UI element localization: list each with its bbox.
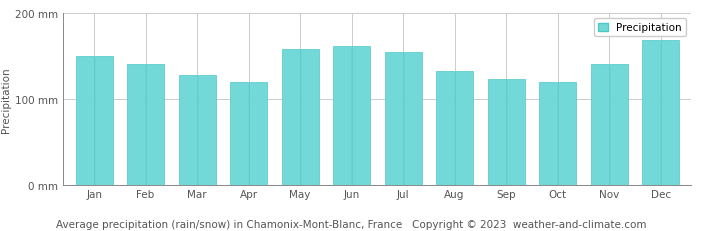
Bar (642, 41, 660, 185)
Bar (95, 57, 112, 185)
Bar (661, 41, 679, 185)
Bar (590, 65, 609, 185)
Bar (127, 65, 145, 185)
Bar (146, 65, 164, 185)
Bar (282, 50, 300, 185)
Bar (178, 75, 197, 185)
Bar (230, 82, 248, 185)
Bar (385, 52, 402, 185)
Bar (539, 82, 557, 185)
Bar (76, 57, 93, 185)
Bar (436, 72, 454, 185)
Bar (507, 80, 524, 185)
Y-axis label: Precipitation: Precipitation (1, 67, 11, 132)
Bar (404, 52, 422, 185)
Bar (352, 46, 370, 185)
Text: Average precipitation (rain/snow) in Chamonix-Mont-Blanc, France   Copyright © 2: Average precipitation (rain/snow) in Cha… (55, 219, 647, 229)
Legend: Precipitation: Precipitation (594, 19, 687, 37)
Bar (558, 82, 576, 185)
Bar (609, 65, 628, 185)
Bar (197, 75, 216, 185)
Bar (455, 72, 473, 185)
Bar (249, 82, 267, 185)
Bar (300, 50, 319, 185)
Bar (333, 46, 351, 185)
Bar (487, 80, 505, 185)
